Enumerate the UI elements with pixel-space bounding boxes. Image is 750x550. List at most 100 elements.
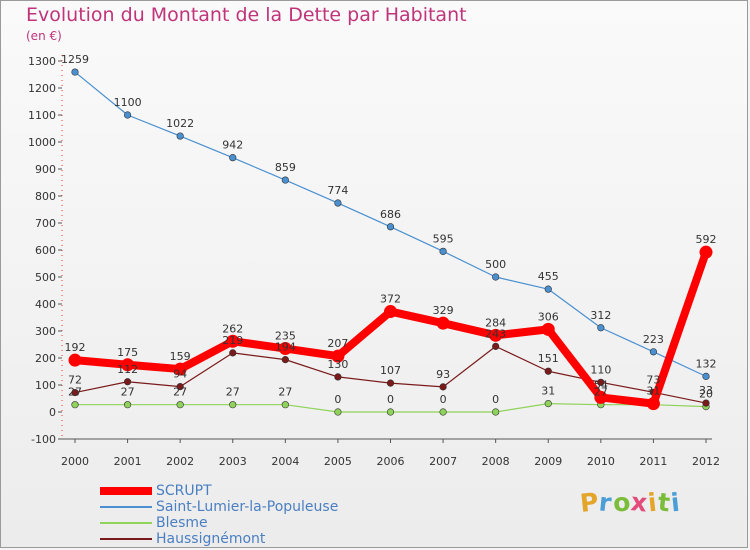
data-point-0	[594, 390, 608, 404]
y-tick-label: 1300	[28, 55, 56, 68]
data-label: 372	[380, 293, 401, 306]
data-label: 27	[594, 386, 608, 399]
legend-item-1: Saint-Lumier-la-Populeuse	[100, 499, 338, 515]
data-label: 1022	[166, 117, 194, 130]
x-tick-label: 2011	[639, 455, 667, 468]
data-label: 1100	[114, 96, 142, 109]
data-label: 94	[173, 368, 187, 381]
data-point-0	[121, 358, 135, 372]
data-label: 0	[492, 393, 499, 406]
data-label: 219	[222, 334, 243, 347]
x-tick-label: 2012	[692, 455, 720, 468]
y-tick-label: 100	[35, 379, 56, 392]
data-label: 72	[68, 374, 82, 387]
y-tick-label: 900	[35, 163, 56, 176]
y-tick-label: 800	[35, 190, 56, 203]
data-label: 262	[222, 322, 243, 335]
y-tick-label: 400	[35, 298, 56, 311]
data-label: 132	[696, 357, 717, 370]
data-label: 207	[327, 337, 348, 350]
data-point-0	[489, 328, 503, 342]
data-label: 27	[226, 386, 240, 399]
data-label: 500	[485, 258, 506, 271]
data-point-0	[436, 316, 450, 330]
data-point-1	[229, 154, 237, 162]
data-point-0	[331, 349, 345, 363]
legend-item-3: Haussignémont	[100, 531, 338, 547]
data-point-0	[226, 334, 240, 348]
data-point-0	[646, 397, 660, 411]
legend-item-0: SCRUPT	[100, 483, 338, 499]
data-point-1	[597, 324, 605, 332]
data-point-0	[541, 322, 555, 336]
data-label: 73	[646, 373, 660, 386]
data-label: 27	[173, 386, 187, 399]
data-point-1	[492, 273, 500, 281]
data-label: 192	[65, 341, 86, 354]
data-point-2	[334, 408, 342, 416]
data-point-3	[71, 388, 79, 397]
data-point-0	[278, 342, 292, 356]
legend-label: Haussignémont	[156, 531, 266, 547]
x-tick-label: 2008	[482, 455, 510, 468]
chart-unit: (en €)	[26, 29, 62, 43]
data-label: 130	[327, 358, 348, 371]
data-label: 33	[699, 384, 713, 397]
x-tick-label: 2004	[271, 455, 299, 468]
y-tick-label: -100	[31, 433, 56, 446]
data-point-1	[176, 132, 184, 140]
data-label: 942	[222, 139, 243, 152]
data-point-1	[649, 348, 658, 356]
data-label: 235	[275, 330, 296, 343]
data-point-3	[123, 378, 132, 386]
data-label: 20	[699, 388, 713, 401]
x-tick-label: 2007	[429, 455, 457, 468]
legend-label: Blesme	[156, 515, 208, 531]
chart-title: Evolution du Montant de la Dette par Hab…	[26, 4, 467, 26]
data-label: 859	[275, 161, 296, 174]
legend-label: SCRUPT	[156, 483, 212, 499]
y-tick-label: 700	[35, 217, 56, 230]
data-label: 27	[278, 386, 292, 399]
data-point-2	[71, 401, 79, 409]
data-point-2	[281, 401, 289, 409]
data-label: 595	[433, 232, 454, 245]
legend: SCRUPT Saint-Lumier-la-Populeuse Blesme Hau…	[100, 483, 338, 547]
data-label: 0	[387, 393, 394, 406]
x-tick-label: 2001	[114, 455, 142, 468]
data-point-2	[386, 408, 395, 416]
data-point-1	[386, 223, 395, 231]
data-label: 329	[433, 304, 454, 317]
y-tick-label: 1000	[28, 136, 56, 149]
data-point-0	[384, 305, 397, 319]
data-point-1	[702, 372, 710, 380]
data-label: 223	[643, 333, 664, 346]
data-point-1	[334, 199, 342, 207]
data-label: 31	[541, 385, 555, 398]
y-tick-label: 600	[35, 244, 56, 257]
data-point-1	[281, 176, 289, 184]
data-label: 151	[538, 352, 559, 365]
data-label: 686	[380, 208, 401, 221]
data-point-3	[544, 367, 552, 375]
data-point-2	[492, 408, 500, 416]
data-point-1	[439, 247, 447, 255]
data-point-3	[492, 342, 500, 350]
data-point-1	[71, 68, 79, 76]
logo-letter: i	[669, 487, 682, 518]
legend-label: Saint-Lumier-la-Populeuse	[156, 499, 339, 515]
legend-item-2: Blesme	[100, 515, 338, 531]
data-point-1	[544, 285, 552, 293]
y-tick-label: 1100	[28, 109, 56, 122]
x-tick-label: 2003	[219, 455, 247, 468]
data-label: 312	[590, 309, 611, 322]
data-label: 112	[117, 363, 138, 376]
data-point-2	[123, 401, 132, 409]
legend-swatch	[100, 506, 152, 508]
x-tick-label: 2010	[587, 455, 615, 468]
proxiti-logo: Proxiti	[579, 487, 682, 518]
data-label: 0	[334, 393, 341, 406]
data-label: 159	[170, 350, 191, 363]
data-label: 455	[538, 270, 559, 283]
